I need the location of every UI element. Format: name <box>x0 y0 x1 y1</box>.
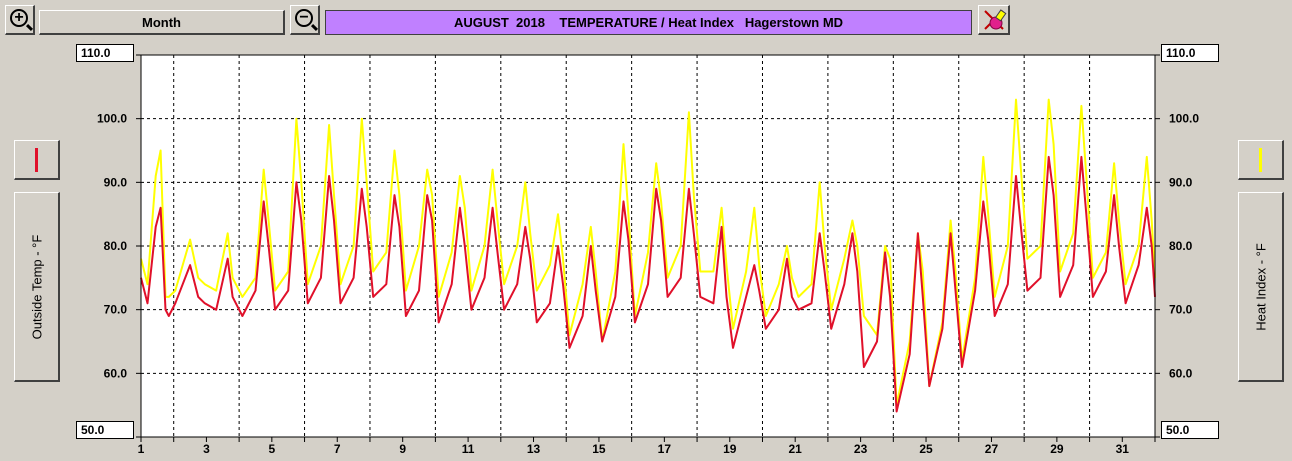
y-tick-label-left: 100.0 <box>97 112 127 126</box>
y-tick-label-left: 70.0 <box>104 303 128 317</box>
x-tick-label: 27 <box>985 442 999 456</box>
zoom-out-button[interactable]: − <box>290 5 320 35</box>
x-tick-label: 17 <box>658 442 672 456</box>
x-tick-label: 11 <box>462 442 475 456</box>
outside-temp-line <box>140 155 1156 413</box>
x-tick-label: 13 <box>527 442 541 456</box>
eraser-icon <box>984 9 1007 30</box>
x-tick-label: 21 <box>789 442 803 456</box>
range-label: Month <box>142 14 181 30</box>
zoom-in-icon: + <box>10 9 28 27</box>
y-tick-label-left: 80.0 <box>104 239 128 253</box>
temp-legend-button[interactable] <box>14 140 60 180</box>
x-tick-label: 31 <box>1116 442 1130 456</box>
x-tick-label: 1 <box>138 442 145 456</box>
zoom-out-icon: − <box>295 9 313 27</box>
erase-tool-button[interactable] <box>978 5 1010 35</box>
x-tick-label: 29 <box>1050 442 1064 456</box>
heat-index-legend-button[interactable] <box>1238 140 1284 180</box>
y-min-label-right: 50.0 <box>1161 421 1219 439</box>
x-tick-label: 5 <box>268 442 275 456</box>
zoom-in-button[interactable]: + <box>5 5 35 35</box>
y-tick-label-left: 90.0 <box>104 175 128 189</box>
temp-legend-swatch <box>35 148 38 172</box>
y-tick-label-right: 70.0 <box>1169 303 1193 317</box>
x-tick-label: 23 <box>854 442 868 456</box>
y-max-label-right: 110.0 <box>1161 44 1219 62</box>
left-axis-button[interactable]: Outside Temp - °F <box>14 192 60 382</box>
heat-index-legend-swatch <box>1259 148 1262 172</box>
y-tick-label-right: 100.0 <box>1169 112 1199 126</box>
y-tick-label-left: 60.0 <box>104 366 128 380</box>
chart-title: AUGUST 2018 TEMPERATURE / Heat Index Hag… <box>325 10 972 35</box>
y-tick-label-right: 80.0 <box>1169 239 1193 253</box>
x-tick-label: 25 <box>919 442 933 456</box>
heat-index-line <box>140 98 1156 407</box>
x-tick-label: 7 <box>334 442 341 456</box>
y-max-label-left: 110.0 <box>76 44 134 62</box>
right-axis-button[interactable]: Heat Index - °F <box>1238 192 1284 382</box>
x-tick-label: 9 <box>399 442 406 456</box>
y-tick-label-right: 60.0 <box>1169 366 1193 380</box>
x-tick-label: 3 <box>203 442 210 456</box>
y-tick-label-right: 90.0 <box>1169 175 1193 189</box>
x-tick-label: 19 <box>723 442 737 456</box>
range-select-button[interactable]: Month <box>39 10 285 35</box>
x-tick-label: 15 <box>592 442 606 456</box>
plot-frame <box>140 54 1156 438</box>
y-min-label-left: 50.0 <box>76 421 134 439</box>
